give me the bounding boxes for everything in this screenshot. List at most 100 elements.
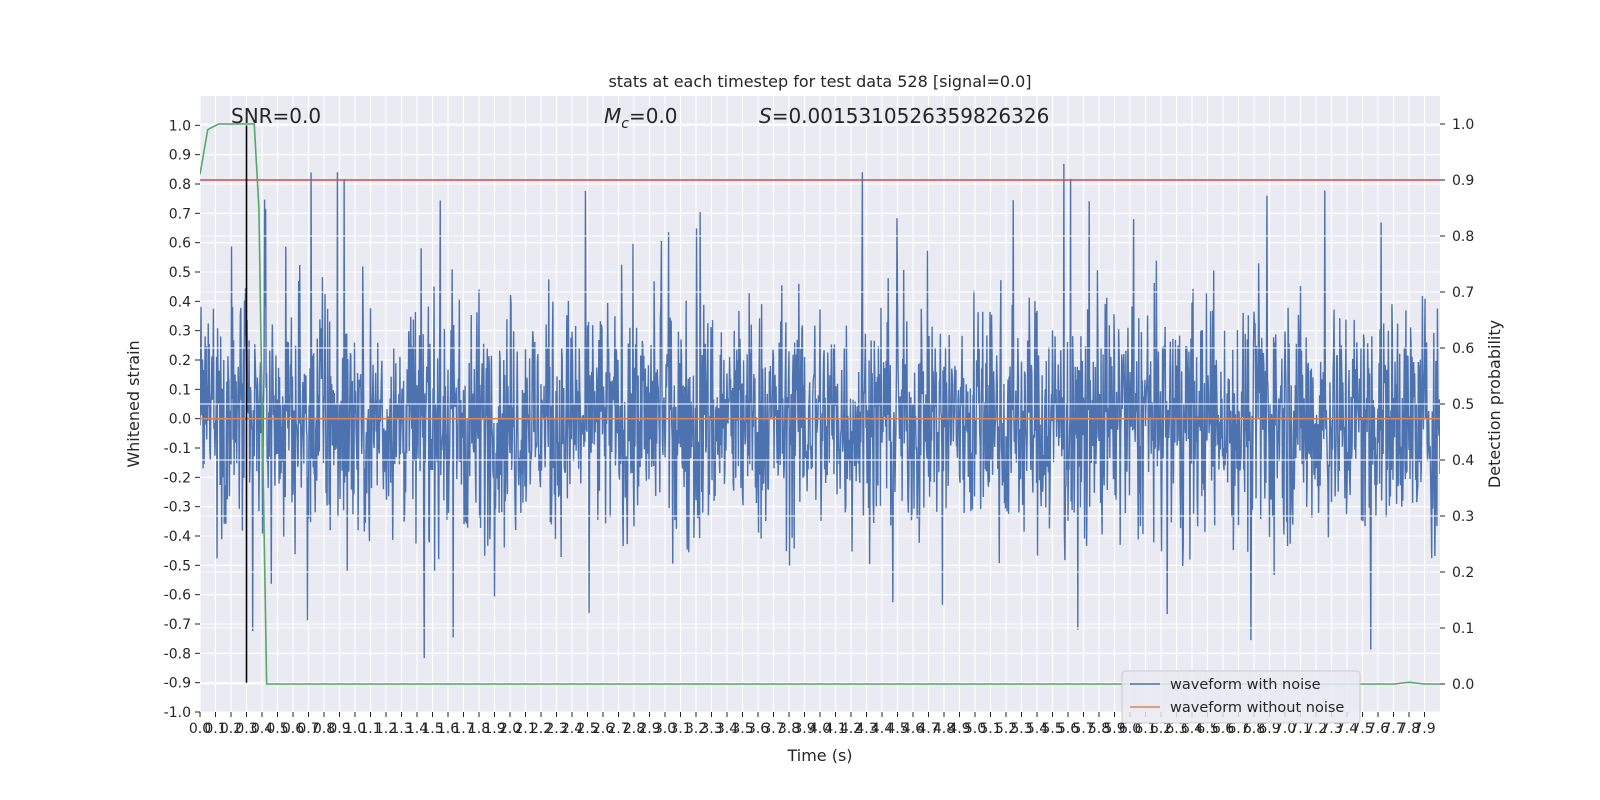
x-tick-label: 1.9 [483,721,505,737]
x-tick-label: 0.6 [282,721,304,737]
x-tick-label: 5.0 [964,721,986,737]
x-tick-label: 7.0 [1274,721,1296,737]
x-tick-label: 0.7 [297,721,319,737]
x-tick-label: 6.2 [1150,721,1172,737]
x-tick-label: 3.2 [685,721,707,737]
y2-axis-label: Detection probability [1485,320,1504,488]
y2-tick-label: 0.6 [1452,341,1474,357]
x-tick-label: 1.6 [437,721,459,737]
legend-label-noise: waveform with noise [1170,677,1321,693]
x-tick-label: 0.1 [204,721,226,737]
x-tick-label: 1.7 [452,721,474,737]
x-tick-label: 4.1 [824,721,846,737]
y-tick-label: -0.5 [164,558,191,574]
y-tick-label: -0.9 [164,676,191,692]
y-tick-label: -1.0 [164,705,191,721]
y-tick-label: -0.4 [164,529,191,545]
y2-tick-label: 0.0 [1452,677,1474,693]
x-axis-label: Time (s) [786,746,852,765]
x-tick-label: 6.8 [1243,721,1265,737]
y2-tick-label: 0.9 [1452,173,1474,189]
chirp-mass-annotation: Mc=0.0 [604,104,678,132]
x-tick-label: 0.3 [235,721,257,737]
y-tick-label: 0.8 [169,177,191,193]
x-tick-label: 7.7 [1382,721,1404,737]
score-symbol: S [759,104,772,128]
y-tick-label: 0.3 [169,324,191,340]
y-tick-label: -0.8 [164,646,191,662]
y-tick-label: -0.6 [164,588,191,604]
x-tick-label: 5.2 [995,721,1017,737]
x-tick-label: 4.3 [855,721,877,737]
y-tick-label: -0.2 [164,470,191,486]
x-tick-label: 7.4 [1336,721,1358,737]
y2-tick-label: 0.3 [1452,509,1474,525]
x-tick-label: 2.8 [623,721,645,737]
x-tick-label: 2.7 [607,721,629,737]
x-tick-label: 3.5 [731,721,753,737]
y2-tick-label: 0.1 [1452,621,1474,637]
x-tick-label: 0.8 [313,721,335,737]
chirp-mass-symbol: M [604,104,621,128]
x-tick-label: 3.7 [762,721,784,737]
snr-annotation: SNR=0.0 [231,104,321,128]
x-tick-label: 7.5 [1351,721,1373,737]
x-tick-label: 6.3 [1165,721,1187,737]
x-tick-label: 6.9 [1258,721,1280,737]
y2-tick-label: 0.8 [1452,229,1474,245]
x-tick-label: 5.8 [1088,721,1110,737]
x-tick-label: 0.4 [251,721,273,737]
x-tick-label: 3.9 [793,721,815,737]
x-tick-label: 6.7 [1227,721,1249,737]
x-tick-label: 6.4 [1181,721,1203,737]
x-tick-label: 4.9 [948,721,970,737]
x-tick-label: 6.0 [1119,721,1141,737]
y-tick-label: 0.7 [169,206,191,222]
x-tick-label: 1.8 [468,721,490,737]
x-tick-label: 3.6 [747,721,769,737]
legend: waveform with noise waveform without noi… [1121,670,1361,724]
x-tick-label: 5.7 [1072,721,1094,737]
x-tick-label: 4.6 [902,721,924,737]
x-tick-label: 5.5 [1041,721,1063,737]
y-tick-label: 0.1 [169,382,191,398]
x-tick-label: 3.4 [716,721,738,737]
x-tick-label: 1.2 [375,721,397,737]
y-axis-ticks: -1.0 -0.9 -0.8 -0.7 -0.6 -0.5 -0.4 -0.3 -0.2 -0.1… [164,118,200,721]
x-tick-label: 7.9 [1413,721,1435,737]
x-tick-label: 2.6 [592,721,614,737]
score-annotation: S=0.0015310526359826326 [759,104,1049,128]
y-tick-label: 0.6 [169,236,191,252]
x-tick-label: 2.0 [499,721,521,737]
x-tick-label: 2.9 [638,721,660,737]
y-tick-label: 0.4 [169,294,191,310]
chirp-mass-subscript: c [621,116,629,132]
waveform-with-noise-line [200,163,1440,659]
x-tick-label: 4.7 [917,721,939,737]
chart-title: stats at each timestep for test data 528… [608,72,1031,91]
x-tick-label: 6.5 [1196,721,1218,737]
x-tick-label: 7.2 [1305,721,1327,737]
x-tick-label: 6.6 [1212,721,1234,737]
x-axis-ticks: 0.00.10.20.30.40.50.60.70.80.91.01.11.21… [189,712,1436,737]
x-tick-label: 5.6 [1057,721,1079,737]
y-tick-label: 0.5 [169,265,191,281]
detection-probability-line [200,123,1440,685]
x-tick-label: 0.9 [328,721,350,737]
x-tick-label: 3.0 [654,721,676,737]
y2-tick-label: 0.7 [1452,285,1474,301]
y2-tick-label: 0.2 [1452,565,1474,581]
score-value: =0.0015310526359826326 [772,104,1050,128]
x-tick-label: 1.5 [421,721,443,737]
y2-tick-label: 0.4 [1452,453,1474,469]
x-tick-label: 4.8 [933,721,955,737]
y-tick-label: 0.0 [169,412,191,428]
x-tick-label: 5.4 [1026,721,1048,737]
x-tick-label: 2.5 [576,721,598,737]
x-tick-label: 1.4 [406,721,428,737]
x-tick-label: 3.1 [669,721,691,737]
y-tick-label: -0.1 [164,441,191,457]
x-tick-label: 5.3 [1010,721,1032,737]
x-tick-label: 4.5 [886,721,908,737]
